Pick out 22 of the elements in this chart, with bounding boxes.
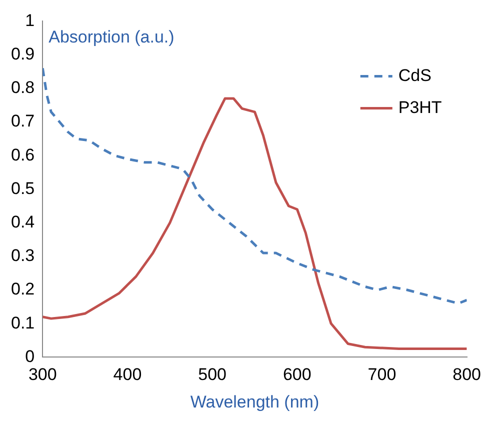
x-tick-label: 400 (113, 365, 142, 384)
y-tick-label: 0.4 (10, 212, 35, 232)
legend-label: CdS (398, 66, 432, 85)
y-tick-label: 0.3 (10, 246, 35, 266)
y-tick-label: 0.8 (10, 78, 35, 98)
y-tick-label: 1 (25, 10, 35, 30)
x-axis-title: Wavelength (nm) (190, 392, 320, 412)
legend-label: P3HT (398, 98, 442, 117)
x-tick-label: 700 (368, 365, 396, 384)
y-tick-label: 0.7 (10, 112, 35, 131)
y-tick-label: 0.1 (10, 313, 35, 332)
x-tick-label: 300 (28, 365, 57, 384)
y-tick-label: 0.6 (10, 145, 35, 164)
line-series (42, 66, 467, 305)
y-tick-label: 0.9 (10, 44, 35, 64)
x-tick-label: 500 (198, 365, 226, 384)
y-tick-label: 0.5 (10, 178, 35, 198)
x-tick-label: 600 (282, 365, 312, 384)
x-tick-label: 800 (452, 365, 482, 384)
y-tick-label: 0.2 (10, 280, 35, 299)
y-axis-title: Absorption (a.u.) (48, 27, 174, 46)
y-tick-label: 0 (25, 346, 35, 366)
